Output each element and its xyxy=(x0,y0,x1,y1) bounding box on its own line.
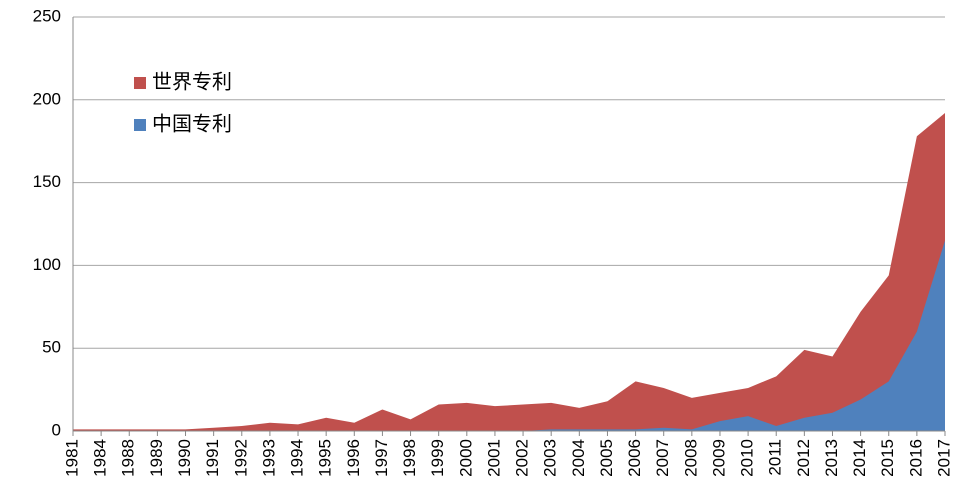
x-tick-label: 2009 xyxy=(709,439,728,477)
y-tick-label: 100 xyxy=(33,255,61,274)
x-tick-label: 1990 xyxy=(175,439,194,477)
x-tick-label: 1989 xyxy=(147,439,166,477)
y-tick-label: 150 xyxy=(33,172,61,191)
x-tick-label: 2010 xyxy=(738,439,757,477)
x-tick-label: 2016 xyxy=(906,439,925,477)
x-tick-label: 2002 xyxy=(513,439,532,477)
x-tick-label: 2013 xyxy=(822,439,841,477)
x-tick-label: 2007 xyxy=(653,439,672,477)
legend-swatch xyxy=(134,119,146,131)
x-tick-label: 2005 xyxy=(597,439,616,477)
x-tick-label: 2017 xyxy=(934,439,953,477)
x-tick-label: 1994 xyxy=(288,439,307,477)
y-tick-label: 50 xyxy=(42,338,61,357)
area xyxy=(73,240,945,431)
x-tick-label: 1997 xyxy=(372,439,391,477)
x-tick-label: 1999 xyxy=(428,439,447,477)
x-tick-label: 1981 xyxy=(62,439,81,477)
y-tick-label: 250 xyxy=(33,6,61,25)
x-tick-label: 2014 xyxy=(850,439,869,477)
x-tick-label: 1996 xyxy=(344,439,363,477)
x-tick-label: 2011 xyxy=(766,439,785,476)
x-tick-label: 2003 xyxy=(541,439,560,477)
x-tick-label: 2012 xyxy=(794,439,813,477)
x-tick-label: 1988 xyxy=(119,439,138,477)
legend-label: 世界专利 xyxy=(152,70,232,94)
y-tick-label: 200 xyxy=(33,89,61,108)
x-tick-label: 2000 xyxy=(456,439,475,477)
x-tick-label: 2015 xyxy=(878,439,897,477)
x-tick-label: 1984 xyxy=(91,439,110,477)
x-tick-label: 2004 xyxy=(569,439,588,477)
y-tick-label: 0 xyxy=(52,420,61,439)
legend-label: 中国专利 xyxy=(152,112,232,136)
x-tick-label: 1995 xyxy=(316,439,335,477)
x-tick-label: 1991 xyxy=(203,439,222,477)
x-tick-label: 1993 xyxy=(259,439,278,477)
area xyxy=(73,113,945,431)
x-tick-label: 2008 xyxy=(681,439,700,477)
legend-swatch xyxy=(134,77,146,89)
x-tick-label: 1998 xyxy=(400,439,419,477)
x-tick-label: 2006 xyxy=(625,439,644,477)
x-tick-label: 1992 xyxy=(231,439,250,477)
x-tick-label: 2001 xyxy=(484,439,503,477)
